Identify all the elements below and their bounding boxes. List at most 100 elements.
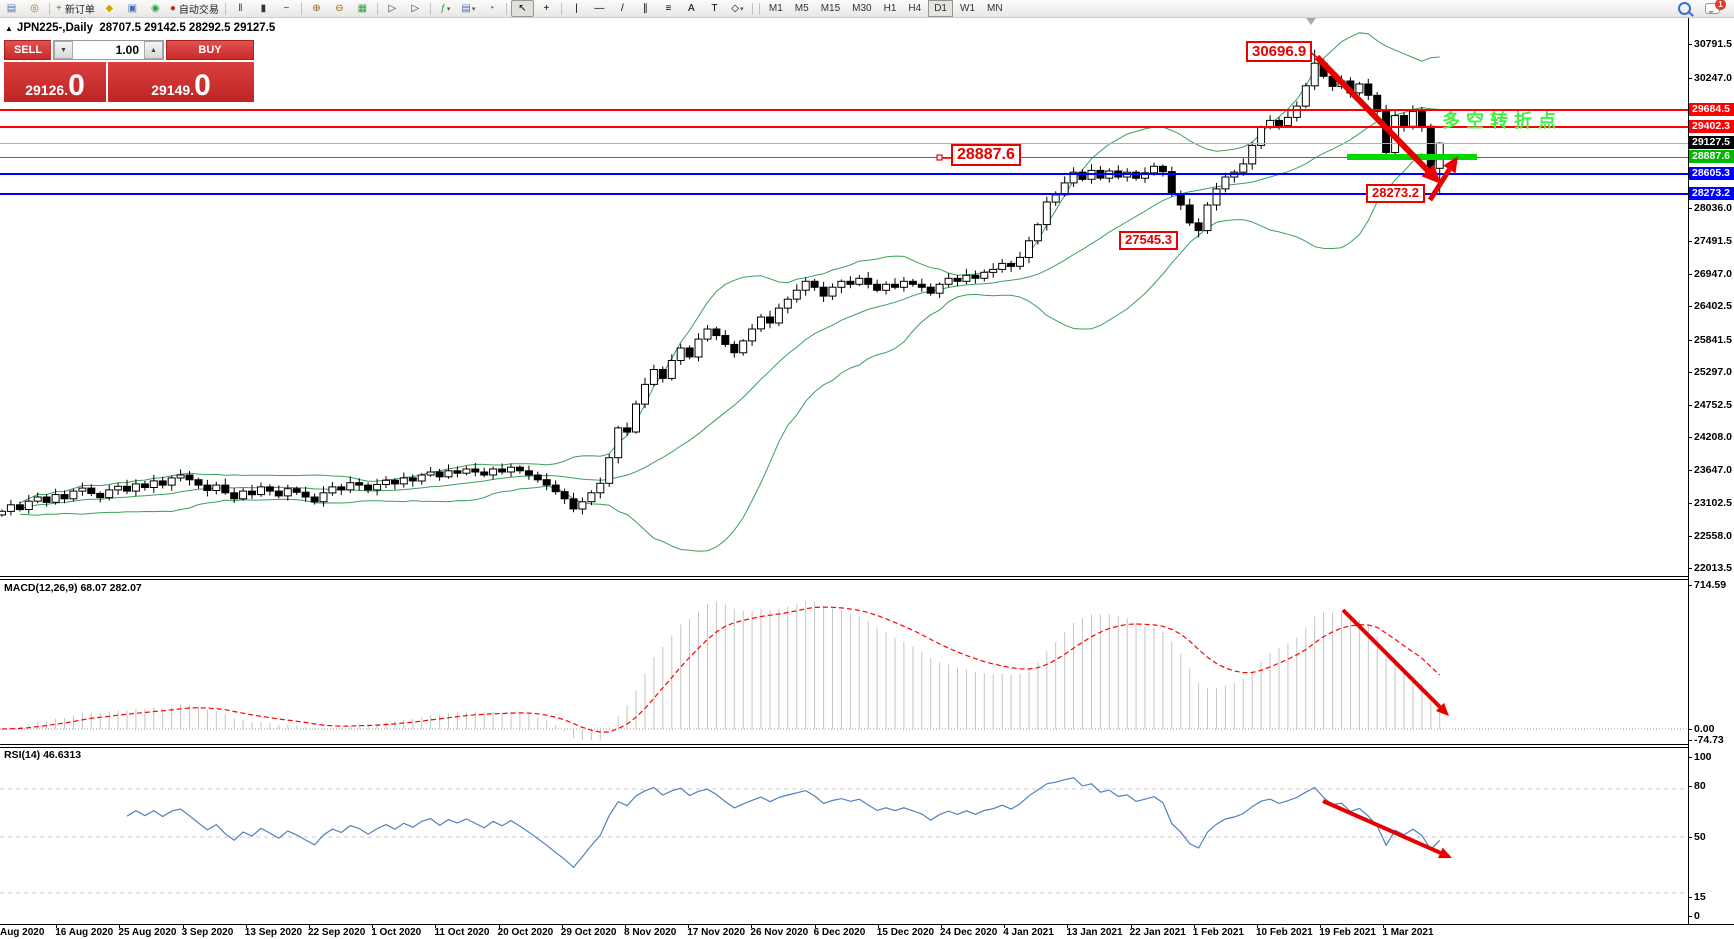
period-icon[interactable]: ◔: [481, 1, 502, 16]
price-level-line[interactable]: [0, 156, 1688, 159]
bars-chart-icon[interactable]: ‖: [230, 1, 251, 16]
candles-chart-icon[interactable]: ▮: [253, 1, 274, 16]
price-level-line[interactable]: [0, 126, 1688, 128]
date-tick-mark: [814, 924, 816, 928]
zoom-in-icon[interactable]: ⊕: [306, 1, 327, 16]
low-price-label[interactable]: 27545.3: [1119, 231, 1178, 250]
price-tick-mark: [1688, 78, 1692, 79]
buy-button[interactable]: BUY: [166, 40, 254, 60]
autotrading-button[interactable]: ● 自动交易: [168, 1, 221, 16]
timeframe-m5[interactable]: M5: [794, 3, 809, 14]
price-tick-label: 25841.5: [1694, 334, 1732, 346]
crosshair-icon[interactable]: +: [536, 1, 557, 16]
toolbar-separator: [758, 2, 760, 15]
volume-increase-button[interactable]: ▲: [144, 41, 163, 59]
templates-icon-dropdown[interactable]: ▾: [471, 5, 476, 13]
timeframe-m30[interactable]: M30: [852, 3, 872, 14]
date-axis-label: 4 Jan 2021: [1003, 927, 1054, 938]
date-tick-mark: [245, 924, 247, 928]
date-axis-label: 20 Oct 2020: [497, 927, 554, 938]
price-tick-mark: [1688, 437, 1692, 438]
signals-icon[interactable]: ◉: [145, 1, 166, 16]
volume-decrease-button[interactable]: ▼: [54, 41, 73, 59]
search-icon[interactable]: [1678, 2, 1691, 15]
date-tick-mark: [56, 924, 58, 928]
rsi-tick-mark: [1688, 837, 1692, 838]
chart-shift-icon[interactable]: ▷: [405, 1, 426, 16]
chart-window-icon[interactable]: ▣: [122, 1, 143, 16]
arrows-icon[interactable]: ◇ ▾: [727, 1, 748, 16]
buy-price-display[interactable]: 29149. 0: [108, 62, 254, 102]
date-axis-line: [0, 924, 1734, 925]
indicators-icon[interactable]: ƒ ▾: [435, 1, 456, 16]
rsi-axis-label: 50: [1694, 831, 1706, 843]
rsi-panel-plot[interactable]: [0, 747, 1688, 923]
auto-scroll-icon[interactable]: ▷: [382, 1, 403, 16]
macd-axis-label: -74.73: [1694, 734, 1724, 746]
date-tick-mark: [372, 924, 374, 928]
notifications-icon[interactable]: 1: [1705, 0, 1726, 14]
zoom-out-icon[interactable]: ⊖: [329, 1, 350, 16]
timeframe-m1[interactable]: M1: [768, 3, 783, 14]
macd-tick-mark: [1688, 585, 1692, 586]
support-price-label[interactable]: 28887.6: [951, 144, 1021, 167]
templates-icon[interactable]: ▤ ▾: [458, 1, 479, 16]
tile-windows-icon[interactable]: ▦: [352, 1, 373, 16]
line-chart-icon[interactable]: ~: [276, 1, 297, 16]
timeframe-w1[interactable]: W1: [960, 3, 975, 14]
date-tick-mark: [1193, 924, 1195, 928]
macd-panel-plot[interactable]: [0, 580, 1688, 743]
rsi-axis-label: 0: [1694, 910, 1700, 922]
volume-input[interactable]: 1.00: [115, 43, 139, 57]
peak-price-label[interactable]: 30696.9: [1246, 41, 1313, 63]
vline-icon[interactable]: |: [566, 1, 587, 16]
date-axis-label: 3 Sep 2020: [181, 927, 234, 938]
macd-rsi-separator[interactable]: [0, 743, 1688, 745]
arrows-icon-dropdown[interactable]: ▾: [739, 5, 744, 13]
label-icon[interactable]: T: [704, 1, 725, 16]
cursor-icon[interactable]: ↖: [510, 0, 534, 17]
price-level-line[interactable]: [0, 173, 1688, 176]
target-price-label[interactable]: 28273.2: [1366, 184, 1425, 203]
text-icon[interactable]: A: [681, 1, 702, 16]
timeframe-h4[interactable]: H4: [908, 3, 922, 14]
timeframe-m15[interactable]: M15: [820, 3, 841, 14]
hline-icon[interactable]: —: [589, 1, 610, 16]
one-click-trade-panel: SELL ▼ 1.00 ▲ BUY 29126. 0 29149. 0: [4, 40, 254, 102]
price-level-line[interactable]: [0, 193, 1688, 196]
sell-button[interactable]: SELL: [4, 40, 51, 60]
trendline-icon: /: [621, 2, 624, 14]
sell-price-display[interactable]: 29126. 0: [4, 62, 106, 102]
vline-icon: |: [575, 2, 578, 14]
new-order-button[interactable]: + 新订单: [54, 1, 97, 16]
price-tick-label: 23647.0: [1694, 464, 1732, 476]
profiles-icon[interactable]: ◎: [24, 1, 45, 16]
fibonacci-icon[interactable]: ≡: [658, 1, 679, 16]
paint-styler-icon[interactable]: ◆: [99, 1, 120, 16]
turning-point-note: 多空转折点: [1442, 111, 1562, 131]
indicators-icon-dropdown[interactable]: ▾: [446, 5, 451, 13]
chart-shift-marker[interactable]: [1306, 18, 1316, 25]
price-tick-label: 22013.5: [1694, 562, 1732, 574]
date-axis-label: 5 Aug 2020: [0, 927, 45, 938]
buy-price-big-digit: 0: [194, 68, 211, 102]
new-chart-icon[interactable]: ▤: [1, 1, 22, 16]
timeframe-h1[interactable]: H1: [883, 3, 897, 14]
price-level-line[interactable]: [0, 109, 1688, 111]
price-level-badge: 28887.6: [1689, 150, 1734, 163]
timeframe-mn[interactable]: MN: [987, 3, 1003, 14]
date-tick-mark: [498, 924, 500, 928]
channel-icon[interactable]: ∥: [635, 1, 656, 16]
indicators-icon: ƒ: [440, 2, 446, 14]
collapse-trade-panel-icon[interactable]: ▲: [5, 24, 13, 33]
timeframe-d1[interactable]: D1: [928, 0, 953, 17]
main-macd-separator[interactable]: [0, 576, 1688, 578]
chart-symbol-period: JPN225-,Daily: [16, 22, 93, 34]
date-tick-mark: [1257, 924, 1258, 928]
date-tick-mark: [688, 924, 690, 928]
date-axis-label: 16 Aug 2020: [55, 927, 114, 938]
rsi-line: [126, 777, 1441, 869]
price-level-line[interactable]: [0, 142, 1688, 144]
paint-styler-icon: ◆: [105, 2, 114, 14]
trendline-icon[interactable]: /: [612, 1, 633, 16]
